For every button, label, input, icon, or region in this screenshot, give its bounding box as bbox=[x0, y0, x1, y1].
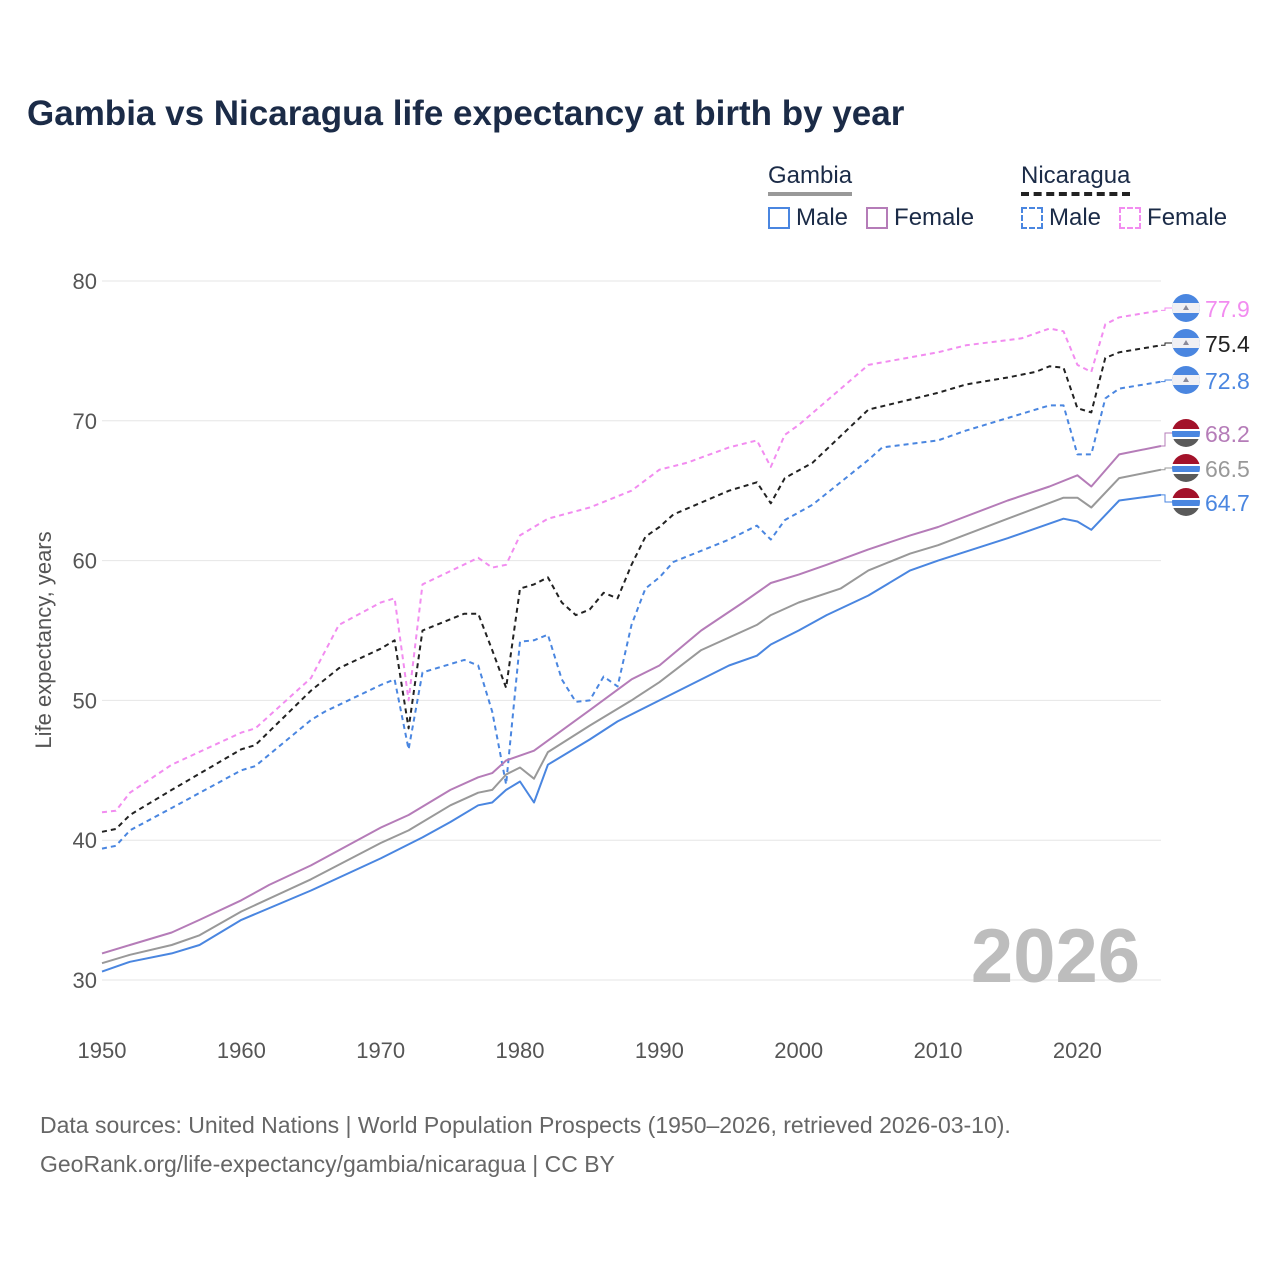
gambia-flag-icon bbox=[1172, 454, 1200, 482]
end-value-label: 64.7 bbox=[1205, 490, 1250, 516]
leader-line bbox=[1161, 494, 1173, 503]
x-tick-label: 1990 bbox=[635, 1038, 684, 1063]
x-tick-label: 1960 bbox=[217, 1038, 266, 1063]
gambia-flag-icon bbox=[1172, 419, 1200, 447]
y-tick-label: 40 bbox=[73, 828, 97, 853]
x-tick-label: 1950 bbox=[78, 1038, 127, 1063]
leader-line bbox=[1161, 432, 1173, 447]
leader-line bbox=[1161, 467, 1173, 471]
year-watermark: 2026 bbox=[971, 914, 1140, 999]
source-url: GeoRank.org/life-expectancy/gambia/nicar… bbox=[40, 1151, 615, 1177]
y-tick-label: 70 bbox=[73, 409, 97, 434]
series-line-gambia-male bbox=[101, 493, 1162, 973]
legend-item-nicaragua-female: Female bbox=[1119, 204, 1227, 232]
leader-line bbox=[1161, 379, 1173, 383]
x-tick-label: 1980 bbox=[496, 1038, 545, 1063]
legend-swatch bbox=[866, 207, 889, 229]
x-tick-label: 1970 bbox=[356, 1038, 405, 1063]
series-line-nicaragua-total bbox=[101, 344, 1162, 833]
legend-swatch bbox=[768, 207, 790, 229]
leader-line bbox=[1161, 307, 1173, 311]
nicaragua-flag-icon bbox=[1172, 366, 1200, 394]
leader-line bbox=[1161, 342, 1173, 346]
series-line-gambia-total bbox=[101, 468, 1162, 965]
end-labels: 77.9 75.4 72.8 68.2 66.5 64.7 bbox=[1161, 294, 1250, 516]
x-tick-label: 2020 bbox=[1053, 1038, 1102, 1063]
legend-label: Male bbox=[796, 204, 849, 231]
series-lines bbox=[101, 309, 1162, 973]
legend-nicaragua-title: Nicaragua bbox=[1021, 162, 1131, 196]
legend-item-gambia-female: Female bbox=[866, 204, 974, 232]
legend-label: Female bbox=[894, 204, 975, 231]
legend-item-gambia-male: Male bbox=[768, 204, 848, 232]
end-value-label: 66.5 bbox=[1205, 456, 1250, 482]
legend-label: Male bbox=[1049, 204, 1102, 231]
x-tick-label: 2010 bbox=[914, 1038, 963, 1063]
footer: Data sources: United Nations | World Pop… bbox=[40, 1106, 1011, 1184]
legend-nicaragua: Nicaragua Male Female bbox=[1021, 162, 1227, 232]
legend-swatch bbox=[1021, 207, 1043, 229]
y-axis-label: Life expectancy, years bbox=[31, 531, 56, 748]
series-line-nicaragua-male bbox=[101, 380, 1162, 850]
gridlines: 30 40 50 60 70 80 1950 1960 1970 1980 1990 2000 2010… bbox=[73, 269, 1161, 1063]
legend-item-nicaragua-male: Male bbox=[1021, 204, 1101, 232]
x-tick-label: 2000 bbox=[774, 1038, 823, 1063]
end-value-label: 72.8 bbox=[1205, 368, 1250, 394]
series-line-gambia-female bbox=[101, 445, 1162, 955]
series-line-nicaragua-female bbox=[101, 309, 1162, 814]
y-tick-label: 80 bbox=[73, 269, 97, 294]
data-source: Data sources: United Nations | World Pop… bbox=[40, 1112, 1011, 1138]
legend-swatch bbox=[1119, 207, 1142, 229]
legend-label: Female bbox=[1147, 204, 1228, 231]
end-value-label: 68.2 bbox=[1205, 421, 1250, 447]
end-value-label: 77.9 bbox=[1205, 296, 1250, 322]
legend-gambia: Gambia Male Female bbox=[768, 162, 974, 232]
chart-title: Gambia vs Nicaragua life expectancy at b… bbox=[27, 94, 905, 133]
end-value-label: 75.4 bbox=[1205, 331, 1250, 357]
gambia-flag-icon bbox=[1172, 488, 1200, 516]
y-tick-label: 30 bbox=[73, 968, 97, 993]
y-tick-label: 50 bbox=[73, 688, 97, 713]
nicaragua-flag-icon bbox=[1172, 329, 1200, 357]
legend-gambia-title: Gambia bbox=[768, 162, 853, 196]
nicaragua-flag-icon bbox=[1172, 294, 1200, 322]
y-tick-label: 60 bbox=[73, 549, 97, 574]
